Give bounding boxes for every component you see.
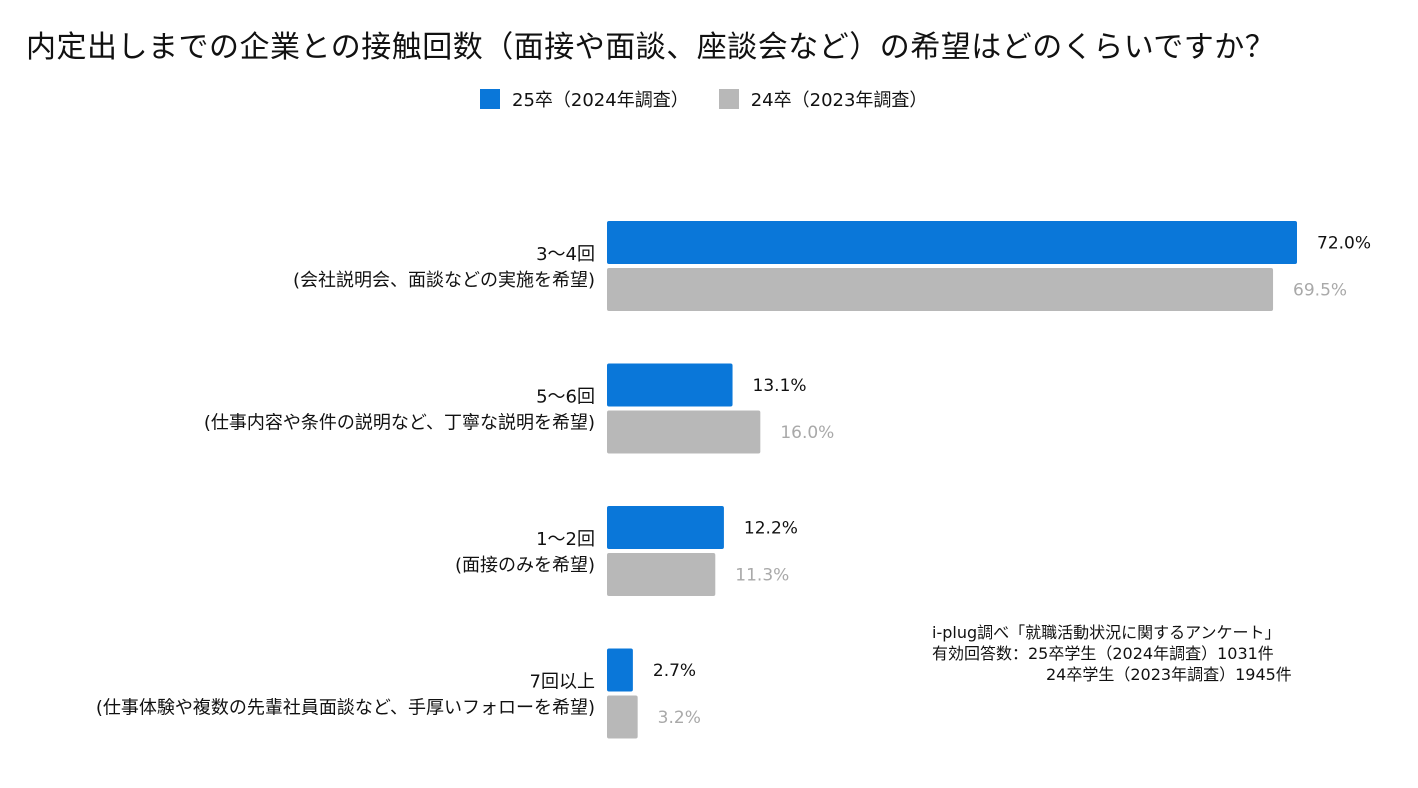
category-label-detail: (仕事内容や条件の説明など、丁寧な説明を希望) [204, 413, 595, 434]
source-line-3: 24卒学生（2023年調査）1945件 [1046, 665, 1292, 684]
bar-25 [607, 648, 633, 692]
legend-swatch-24 [718, 89, 739, 109]
source-line-1: i-plug調べ「就職活動状況に関するアンケート」 [932, 623, 1281, 642]
source-line-2: 有効回答数：25卒学生（2024年調査）1031件 [932, 644, 1274, 663]
value-label-25: 13.1% [753, 376, 807, 396]
bar-25 [607, 221, 1297, 264]
category-label-main: 5〜6回 [536, 387, 595, 408]
category-label-detail: (面接のみを希望) [455, 555, 595, 576]
category-label-main: 7回以上 [530, 672, 595, 693]
legend-item-24: 24卒（2023年調査） [718, 86, 928, 112]
bar-24 [607, 553, 716, 596]
legend-swatch-25 [480, 89, 500, 109]
bar-24 [607, 410, 761, 454]
value-label-24: 16.0% [780, 423, 834, 443]
category-label-detail: (会社説明会、面談などの実施を希望) [293, 270, 595, 291]
legend-label-25: 25卒（2024年調査） [512, 90, 689, 111]
value-label-24: 11.3% [735, 566, 789, 586]
category-label-main: 1〜2回 [536, 529, 595, 550]
bar-24 [607, 268, 1274, 311]
source-note: i-plug調べ「就職活動状況に関するアンケート」 有効回答数：25卒学生（20… [932, 622, 1292, 685]
category-label-detail: (仕事体験や複数の先輩社員面談など、手厚いフォローを希望) [96, 698, 595, 719]
value-label-24: 3.2% [658, 708, 701, 728]
bar-25 [607, 363, 733, 407]
value-label-24: 69.5% [1293, 281, 1347, 301]
chart-title: 内定出しまでの企業との接触回数（面接や面談、座談会など）の希望はどのくらいですか… [26, 30, 1276, 65]
value-label-25: 72.0% [1317, 234, 1371, 254]
bar-24 [607, 695, 638, 739]
category-label-main: 3〜4回 [536, 244, 595, 265]
value-label-25: 12.2% [744, 519, 798, 539]
value-label-25: 2.7% [653, 661, 696, 681]
legend-item-25: 25卒（2024年調査） [480, 86, 689, 112]
legend-label-24: 24卒（2023年調査） [750, 90, 928, 111]
bar-25 [607, 506, 724, 549]
legend: 25卒（2024年調査） 24卒（2023年調査） [480, 86, 957, 112]
